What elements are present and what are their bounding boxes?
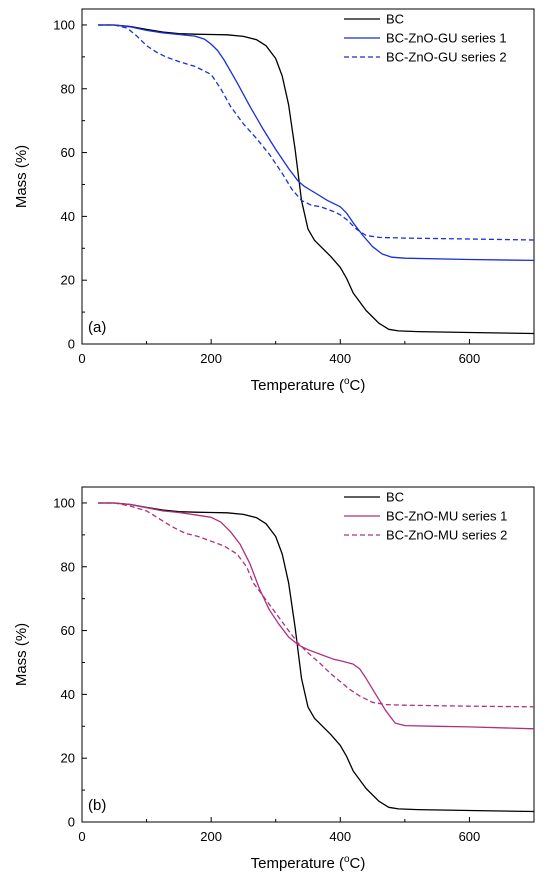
plot-frame <box>81 8 535 345</box>
x-axis-title-degree: o <box>344 854 350 865</box>
x-axis-title-degree: o <box>344 376 350 387</box>
x-tick-label: 400 <box>329 351 351 366</box>
x-tick-label: 600 <box>459 351 481 366</box>
legend-label: BC-ZnO-MU series 2 <box>386 528 507 543</box>
y-tick-label: 40 <box>61 687 75 702</box>
y-axis-title: Mass (%) <box>13 145 30 208</box>
x-axis-title-unit: C) <box>350 377 366 394</box>
series-line-2 <box>98 24 535 262</box>
y-tick-label: 20 <box>61 273 75 288</box>
legend-label: BC <box>386 12 404 27</box>
legend-label: BC-ZnO-GU series 2 <box>386 50 507 65</box>
series-line-3 <box>98 502 535 708</box>
x-tick-label: 400 <box>329 829 351 844</box>
series-line-3 <box>98 24 535 241</box>
panel-label: (a) <box>88 319 106 336</box>
y-tick-label: 40 <box>61 209 75 224</box>
legend-label: BC <box>386 490 404 505</box>
series-line-2 <box>98 502 535 730</box>
y-tick-label: 80 <box>61 559 75 574</box>
legend-label: BC-ZnO-MU series 1 <box>386 509 507 524</box>
y-tick-label: 60 <box>61 145 75 160</box>
plot-frame <box>81 486 535 823</box>
x-axis-title: Temperature (oC) <box>251 854 366 872</box>
y-axis-title: Mass (%) <box>13 623 30 686</box>
x-axis-title-main: Temperature ( <box>251 377 344 394</box>
x-tick-label: 0 <box>78 829 85 844</box>
y-tick-label: 100 <box>53 495 75 510</box>
panel-a: 0 200 400 600 0 20 40 60 80 100 BC BC-ZnO-GU series… <box>13 8 535 394</box>
x-tick-label: 200 <box>200 351 222 366</box>
y-tick-label: 80 <box>61 81 75 96</box>
x-axis-title-main: Temperature ( <box>251 855 344 872</box>
x-tick-label: 600 <box>459 829 481 844</box>
x-tick-label: 200 <box>200 829 222 844</box>
x-axis-title: Temperature (oC) <box>251 376 366 394</box>
series-line-1 <box>98 502 535 813</box>
y-tick-label: 0 <box>68 337 75 352</box>
panel-b: 0 200 400 600 0 20 40 60 80 100 BC BC-ZnO-MU series… <box>13 486 535 872</box>
panel-label: (b) <box>88 797 106 814</box>
y-tick-label: 0 <box>68 815 75 830</box>
y-tick-label: 20 <box>61 751 75 766</box>
legend-label: BC-ZnO-GU series 1 <box>386 31 507 46</box>
series-line-1 <box>98 24 535 335</box>
y-tick-label: 100 <box>53 17 75 32</box>
x-axis-title-unit: C) <box>350 855 366 872</box>
y-tick-label: 60 <box>61 623 75 638</box>
x-tick-label: 0 <box>78 351 85 366</box>
